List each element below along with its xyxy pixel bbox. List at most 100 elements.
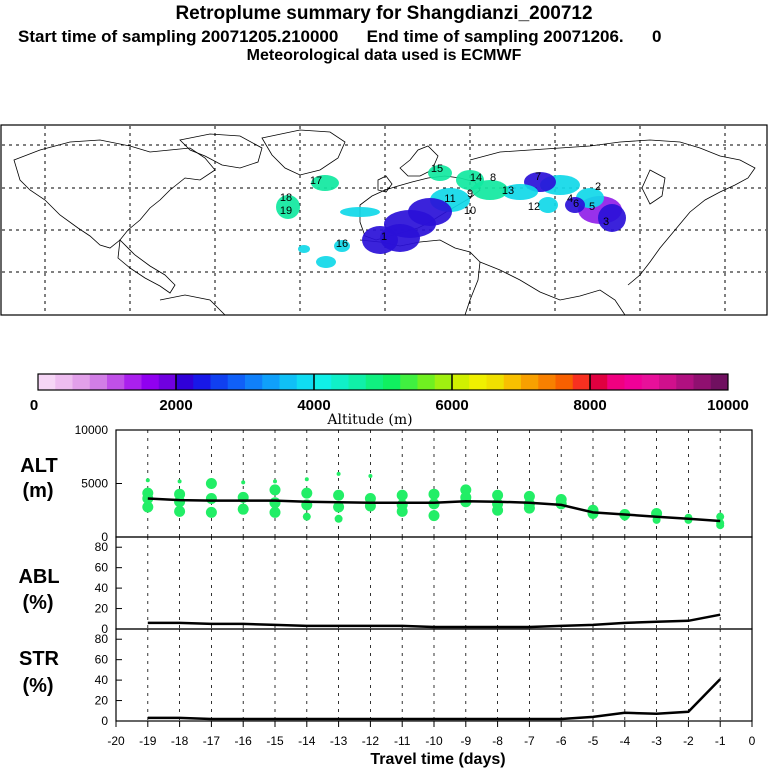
altitude-point bbox=[523, 502, 535, 514]
colorbar-cell bbox=[417, 374, 436, 390]
x-tick-label: 0 bbox=[749, 734, 756, 748]
plume-day-label: 19 bbox=[280, 205, 292, 217]
colorbar-cell bbox=[434, 374, 453, 390]
altitude-point bbox=[304, 477, 309, 482]
altitude-point bbox=[334, 514, 343, 523]
x-tick-label: -16 bbox=[235, 734, 253, 748]
coastlines bbox=[13, 129, 756, 316]
map-frame bbox=[0, 124, 768, 316]
panel-label: STR bbox=[19, 648, 60, 670]
x-tick-label: -15 bbox=[266, 734, 284, 748]
north-america-coast bbox=[13, 139, 216, 249]
y-tick-label: 10000 bbox=[75, 423, 109, 437]
panel-abl: 80 60 40 20 0 ABL (%) bbox=[18, 536, 753, 636]
y-tick-label: 0 bbox=[101, 530, 108, 544]
x-tick-label: -13 bbox=[330, 734, 348, 748]
sampling-times: Start time of sampling 20071205.210000 E… bbox=[18, 27, 662, 46]
altitude-point bbox=[269, 506, 281, 518]
colorbar-cells bbox=[38, 374, 729, 390]
colorbar-axis-label: Altitude (m) bbox=[326, 412, 412, 428]
colorbar-frame bbox=[37, 373, 729, 391]
plume-blob-8 bbox=[428, 165, 452, 181]
colorbar-cell bbox=[710, 374, 729, 390]
colorbar-cell bbox=[279, 374, 298, 390]
colorbar-tick-label: 2000 bbox=[159, 397, 192, 414]
panel-unit-label: (m) bbox=[22, 480, 53, 502]
colorbar-cell bbox=[400, 374, 418, 390]
altitude-point bbox=[336, 471, 341, 476]
colorbar-cell bbox=[210, 374, 229, 390]
altitude-point bbox=[269, 497, 281, 509]
panel-alt: 10000 5000 0 ALT (m) bbox=[20, 423, 753, 544]
x-tick-label: -5 bbox=[588, 734, 599, 748]
median-altitude-line bbox=[147, 497, 721, 523]
colorbar-cell bbox=[659, 374, 677, 390]
colorbar-cell bbox=[641, 374, 660, 390]
colorbar-tick-label: 8000 bbox=[573, 397, 606, 414]
plume-day-label: 2 bbox=[595, 181, 601, 193]
colorbar-cell bbox=[486, 374, 505, 390]
asia-south-coast bbox=[479, 261, 626, 316]
colorbar-tick-label: 0 bbox=[30, 397, 38, 414]
x-tick-label: -4 bbox=[619, 734, 630, 748]
y-tick-label: 0 bbox=[101, 714, 108, 728]
panel-unit-label: (%) bbox=[22, 592, 53, 614]
y-tick-label: 40 bbox=[95, 673, 109, 687]
colorbar-cell bbox=[55, 374, 73, 390]
altitude-point bbox=[368, 474, 373, 479]
plume-blob-20 bbox=[538, 197, 558, 213]
plume-day-label: 6 bbox=[573, 198, 579, 210]
altitude-point bbox=[205, 506, 217, 518]
colorbar-tick-label: 6000 bbox=[435, 397, 468, 414]
plume-blob-17 bbox=[334, 240, 350, 252]
colorbar-tick-labels: 0 2000 4000 6000 8000 10000 bbox=[30, 397, 749, 414]
colorbar-cell bbox=[193, 374, 211, 390]
plume-day-label: 11 bbox=[444, 193, 455, 205]
x-tick-label: -3 bbox=[651, 734, 662, 748]
altitude-point bbox=[142, 501, 154, 513]
colorbar-cell bbox=[555, 374, 574, 390]
altitude-point bbox=[333, 489, 345, 501]
x-tick-label: -18 bbox=[171, 734, 189, 748]
plume-blob-18 bbox=[316, 256, 336, 268]
plume-day-label: 3 bbox=[603, 216, 609, 228]
altitude-point bbox=[174, 496, 186, 508]
y-tick-label: 20 bbox=[95, 602, 109, 616]
colorbar-cell bbox=[176, 374, 194, 390]
colorbar-cell bbox=[158, 374, 177, 390]
x-tick-label: -14 bbox=[298, 734, 316, 748]
altitude-point bbox=[241, 480, 246, 485]
plume-day-label: 17 bbox=[310, 175, 322, 187]
colorbar-cell bbox=[314, 374, 332, 390]
colorbar-cell bbox=[262, 374, 280, 390]
colorbar-cell bbox=[572, 374, 591, 390]
altitude-point bbox=[333, 501, 345, 513]
colorbar-cell bbox=[676, 374, 694, 390]
plume-blob-1 bbox=[598, 204, 626, 232]
abl-fraction-line bbox=[147, 613, 721, 629]
colorbar-tick-label: 10000 bbox=[707, 397, 749, 414]
x-tick-label: -20 bbox=[107, 734, 125, 748]
altitude-point bbox=[428, 488, 440, 500]
x-tick-label: -6 bbox=[556, 734, 567, 748]
colorbar-cell bbox=[469, 374, 487, 390]
plume-day-label: 14 bbox=[470, 172, 482, 184]
plume-blob-7 bbox=[456, 170, 484, 190]
plume-day-label: 10 bbox=[464, 205, 476, 217]
greenland-coast bbox=[261, 129, 346, 176]
colorbar-cell bbox=[383, 374, 401, 390]
x-tick-label: -8 bbox=[492, 734, 503, 748]
colorbar-cell bbox=[141, 374, 160, 390]
altitude-point bbox=[301, 487, 313, 499]
altitude-point bbox=[142, 492, 154, 504]
plume-blob-16 bbox=[276, 195, 300, 219]
colorbar-cell bbox=[624, 374, 643, 390]
altitude-point bbox=[396, 505, 408, 517]
panel-frame bbox=[115, 628, 753, 722]
plume-day-label: 12 bbox=[528, 201, 540, 213]
panel-label: ABL bbox=[18, 566, 59, 588]
colorbar-cell bbox=[693, 374, 712, 390]
altitude-point bbox=[302, 512, 311, 521]
x-tick-label: -10 bbox=[425, 734, 443, 748]
y-tick-label: 60 bbox=[95, 561, 109, 575]
